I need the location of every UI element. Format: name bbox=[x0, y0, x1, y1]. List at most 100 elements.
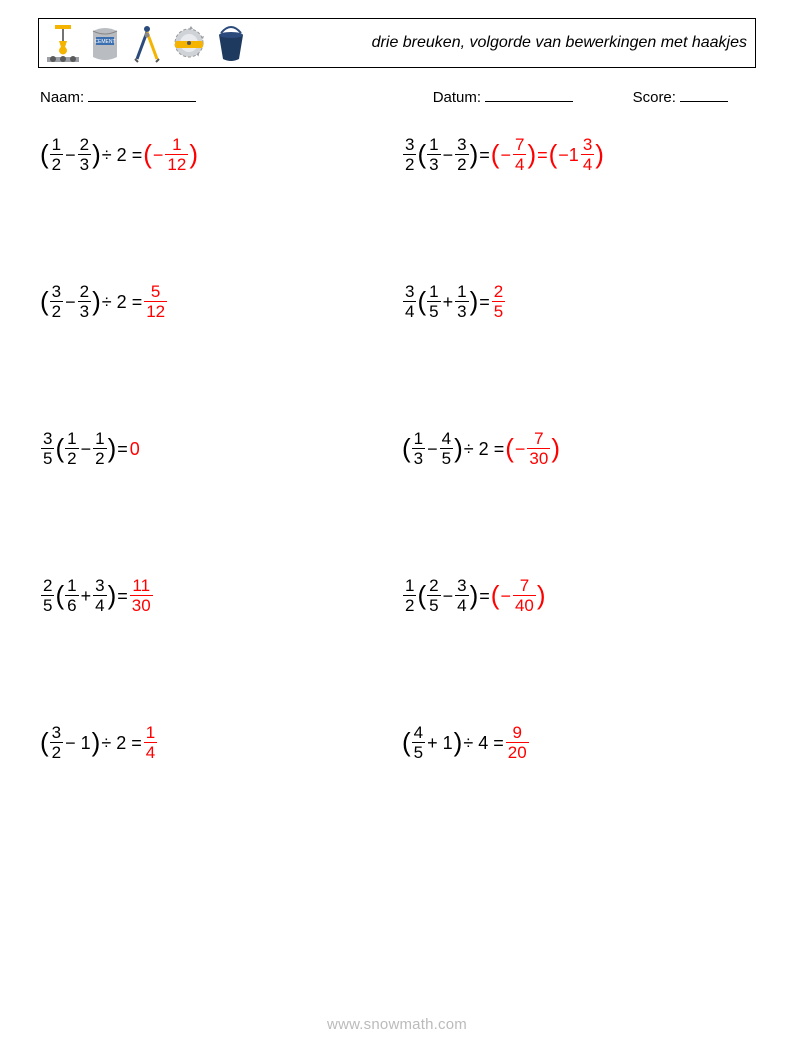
numerator: 1 bbox=[50, 136, 63, 154]
math-text: = bbox=[116, 440, 129, 458]
numerator: 3 bbox=[455, 577, 468, 595]
fraction: 32 bbox=[50, 283, 63, 320]
denominator: 4 bbox=[403, 301, 416, 320]
fraction: 13 bbox=[427, 136, 440, 173]
fraction: 730 bbox=[527, 430, 550, 467]
paren-right: ) bbox=[470, 301, 479, 303]
numerator: 7 bbox=[518, 577, 531, 595]
denominator: 2 bbox=[93, 448, 106, 467]
numerator: 7 bbox=[532, 430, 545, 448]
fraction: 45 bbox=[440, 430, 453, 467]
denominator: 12 bbox=[165, 154, 188, 173]
numerator: 4 bbox=[440, 430, 453, 448]
crane-hook-icon bbox=[45, 23, 81, 63]
answer: 0 bbox=[129, 439, 141, 458]
paren-left: ( bbox=[143, 154, 152, 156]
svg-text:CEMENT: CEMENT bbox=[94, 39, 115, 45]
math-text: − bbox=[499, 146, 512, 164]
math-text: = bbox=[536, 146, 549, 164]
denominator: 4 bbox=[455, 595, 468, 614]
paren-right: ) bbox=[454, 742, 463, 744]
meta-date: Datum: bbox=[433, 88, 633, 106]
fraction: 920 bbox=[506, 724, 529, 761]
numerator: 3 bbox=[403, 283, 416, 301]
problem-6: (13 − 45) ÷ 2 = (−730) bbox=[402, 430, 754, 467]
denominator: 4 bbox=[581, 154, 594, 173]
numerator: 9 bbox=[510, 724, 523, 742]
numerator: 1 bbox=[170, 136, 183, 154]
fraction: 12 bbox=[65, 430, 78, 467]
math-text: − bbox=[426, 440, 439, 458]
fraction: 25 bbox=[41, 577, 54, 614]
paren-left: ( bbox=[55, 448, 64, 450]
numerator: 1 bbox=[65, 430, 78, 448]
math-text: − bbox=[442, 587, 455, 605]
numerator: 3 bbox=[93, 577, 106, 595]
math-text: = bbox=[478, 587, 491, 605]
denominator: 3 bbox=[427, 154, 440, 173]
fraction: 14 bbox=[144, 724, 157, 761]
fraction: 15 bbox=[427, 283, 440, 320]
fraction: 25 bbox=[492, 283, 505, 320]
score-blank[interactable] bbox=[680, 88, 728, 102]
paren-right: ) bbox=[470, 154, 479, 156]
title-text: drie breuken, volgorde van bewerkingen m… bbox=[372, 33, 747, 52]
date-label: Datum: bbox=[433, 89, 481, 106]
paren-left: ( bbox=[417, 154, 426, 156]
paren-right: ) bbox=[595, 154, 604, 156]
denominator: 30 bbox=[130, 595, 153, 614]
fraction: 740 bbox=[513, 577, 536, 614]
denominator: 4 bbox=[513, 154, 526, 173]
date-blank[interactable] bbox=[485, 88, 573, 102]
denominator: 20 bbox=[506, 742, 529, 761]
numerator: 1 bbox=[427, 283, 440, 301]
problem-1: (12 − 23) ÷ 2 = (−112) bbox=[40, 136, 392, 173]
math-text: + bbox=[80, 587, 93, 605]
problem-8: 12(25 − 34) = (−740) bbox=[402, 577, 754, 614]
paren-right: ) bbox=[551, 448, 560, 450]
paren-left: ( bbox=[40, 154, 49, 156]
numerator: 3 bbox=[581, 136, 594, 154]
math-text: − bbox=[499, 587, 512, 605]
paren-right: ) bbox=[470, 595, 479, 597]
math-text: ÷ 2 = bbox=[101, 146, 143, 164]
numerator: 11 bbox=[130, 577, 152, 595]
answer: 512 bbox=[143, 283, 168, 320]
paren-left: ( bbox=[491, 595, 500, 597]
cement-bag-icon: CEMENT bbox=[87, 23, 123, 63]
fraction: 23 bbox=[78, 283, 91, 320]
math-text: ÷ 4 = bbox=[462, 734, 504, 752]
fraction: 112 bbox=[165, 136, 188, 173]
score-label: Score: bbox=[633, 89, 676, 106]
worksheet-title: drie breuken, volgorde van bewerkingen m… bbox=[255, 19, 755, 67]
numerator: 3 bbox=[41, 430, 54, 448]
fraction: 512 bbox=[144, 283, 167, 320]
fraction: 74 bbox=[513, 136, 526, 173]
fraction: 13 bbox=[455, 283, 468, 320]
math-text: − bbox=[80, 440, 93, 458]
paren-right: ) bbox=[92, 154, 101, 156]
name-blank[interactable] bbox=[88, 88, 196, 102]
denominator: 30 bbox=[527, 448, 550, 467]
fraction: 32 bbox=[50, 724, 63, 761]
numerator: 1 bbox=[427, 136, 440, 154]
denominator: 2 bbox=[50, 154, 63, 173]
answer: (−112) bbox=[143, 136, 198, 173]
meta-score: Score: bbox=[633, 88, 754, 106]
footer-text: www.snowmath.com bbox=[327, 1016, 467, 1033]
fraction: 25 bbox=[427, 577, 440, 614]
numerator: 2 bbox=[41, 577, 54, 595]
paren-left: ( bbox=[55, 595, 64, 597]
denominator: 5 bbox=[440, 448, 453, 467]
math-text: = bbox=[478, 146, 491, 164]
math-text: − bbox=[152, 146, 165, 164]
answer: (−74) = (−134) bbox=[491, 136, 604, 173]
meta-name: Naam: bbox=[40, 88, 433, 106]
name-label: Naam: bbox=[40, 89, 84, 106]
problem-9: (32 − 1) ÷ 2 = 14 bbox=[40, 724, 392, 761]
paren-right: ) bbox=[108, 595, 117, 597]
numerator: 1 bbox=[65, 577, 78, 595]
fraction: 34 bbox=[581, 136, 594, 173]
problem-3: (32 − 23) ÷ 2 = 512 bbox=[40, 283, 392, 320]
paren-left: ( bbox=[40, 742, 49, 744]
